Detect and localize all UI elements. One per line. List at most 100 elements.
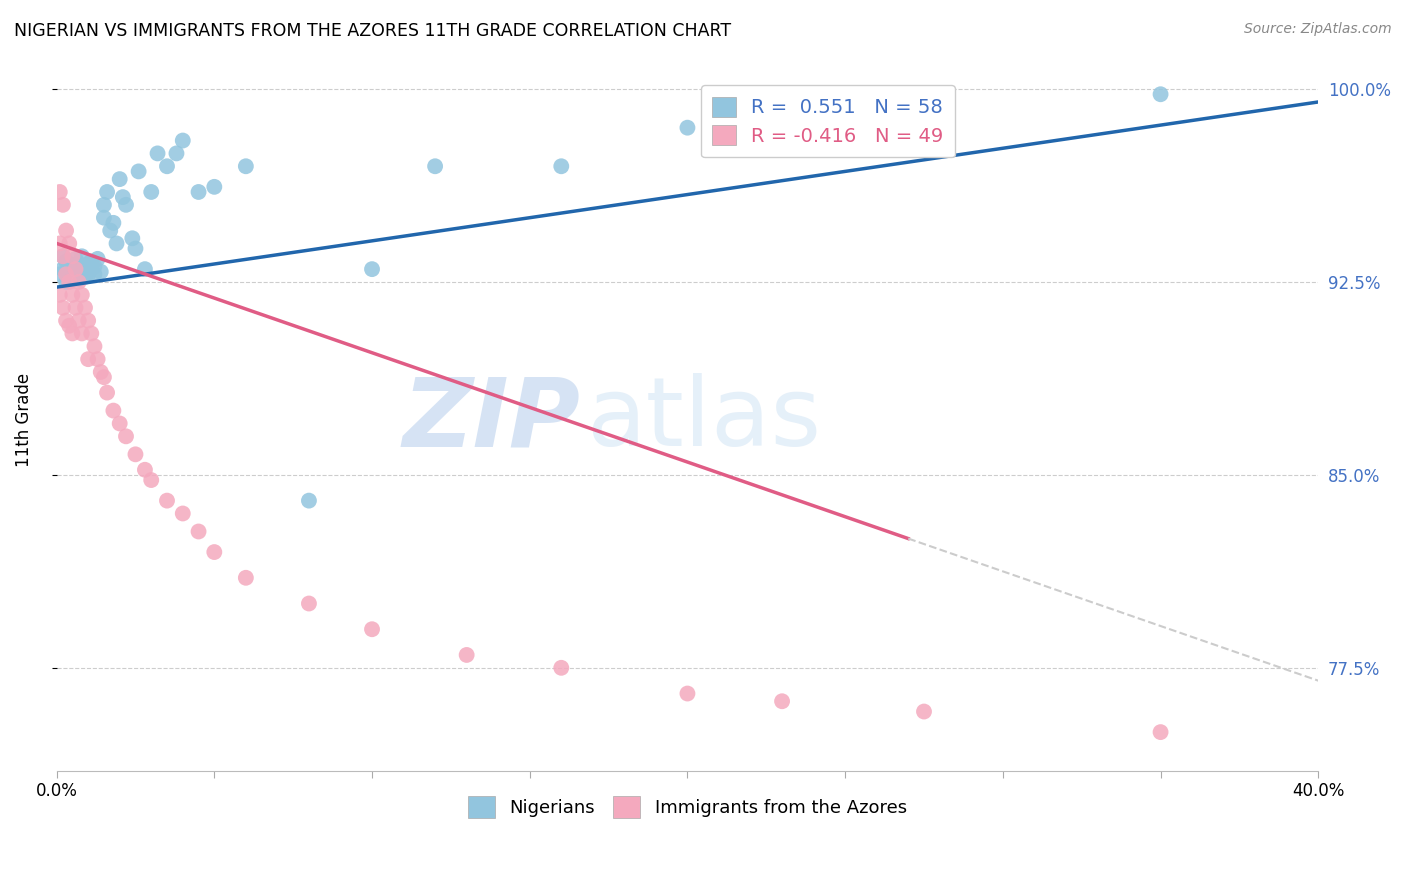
Point	[361, 262, 384, 277]
Point	[96, 185, 118, 199]
Point	[60, 269, 83, 284]
Point	[55, 313, 77, 327]
Point	[134, 262, 156, 277]
Point	[52, 249, 75, 263]
Point	[93, 370, 115, 384]
Point	[550, 159, 572, 173]
Point	[93, 198, 115, 212]
Point	[134, 463, 156, 477]
Point	[103, 403, 125, 417]
Point	[1149, 87, 1171, 102]
Point	[49, 267, 72, 281]
Point	[90, 265, 112, 279]
Point	[141, 473, 163, 487]
Point	[55, 254, 77, 268]
Legend: Nigerians, Immigrants from the Azores: Nigerians, Immigrants from the Azores	[461, 789, 914, 825]
Point	[52, 262, 75, 277]
Point	[77, 257, 100, 271]
Point	[187, 524, 209, 539]
Point	[49, 288, 72, 302]
Point	[80, 262, 103, 277]
Point	[80, 326, 103, 341]
Point	[83, 267, 105, 281]
Point	[93, 211, 115, 225]
Point	[67, 275, 90, 289]
Point	[55, 275, 77, 289]
Point	[83, 260, 105, 274]
Point	[90, 365, 112, 379]
Point	[73, 301, 96, 315]
Point	[58, 262, 80, 277]
Point	[86, 252, 108, 266]
Point	[52, 198, 75, 212]
Point	[65, 301, 87, 315]
Point	[58, 318, 80, 333]
Point	[676, 120, 699, 135]
Point	[456, 648, 478, 662]
Point	[77, 352, 100, 367]
Point	[98, 223, 121, 237]
Point	[202, 179, 225, 194]
Point	[105, 236, 128, 251]
Point	[124, 447, 146, 461]
Point	[65, 267, 87, 281]
Point	[146, 146, 169, 161]
Point	[58, 257, 80, 271]
Point	[187, 185, 209, 199]
Point	[55, 267, 77, 281]
Point	[52, 301, 75, 315]
Point	[77, 267, 100, 281]
Point	[65, 262, 87, 277]
Text: ZIP: ZIP	[402, 373, 581, 467]
Point	[83, 339, 105, 353]
Point	[86, 352, 108, 367]
Point	[676, 687, 699, 701]
Text: Source: ZipAtlas.com: Source: ZipAtlas.com	[1244, 22, 1392, 37]
Point	[65, 262, 87, 277]
Point	[111, 190, 134, 204]
Point	[52, 249, 75, 263]
Point	[60, 288, 83, 302]
Point	[60, 260, 83, 274]
Point	[103, 216, 125, 230]
Point	[115, 429, 138, 443]
Point	[121, 231, 143, 245]
Point	[60, 265, 83, 279]
Point	[128, 164, 150, 178]
Point	[298, 493, 321, 508]
Point	[70, 249, 93, 263]
Point	[202, 545, 225, 559]
Point	[235, 571, 257, 585]
Point	[172, 134, 194, 148]
Point	[58, 236, 80, 251]
Point	[298, 597, 321, 611]
Point	[108, 417, 131, 431]
Point	[156, 159, 179, 173]
Point	[60, 326, 83, 341]
Point	[73, 269, 96, 284]
Point	[80, 254, 103, 268]
Point	[70, 288, 93, 302]
Point	[49, 185, 72, 199]
Point	[770, 694, 793, 708]
Point	[172, 507, 194, 521]
Point	[156, 493, 179, 508]
Point	[141, 185, 163, 199]
Point	[96, 385, 118, 400]
Point	[166, 146, 188, 161]
Point	[67, 267, 90, 281]
Y-axis label: 11th Grade: 11th Grade	[15, 373, 32, 467]
Point	[423, 159, 446, 173]
Point	[912, 705, 935, 719]
Point	[235, 159, 257, 173]
Point	[115, 198, 138, 212]
Point	[60, 249, 83, 263]
Point	[77, 313, 100, 327]
Point	[49, 236, 72, 251]
Point	[67, 257, 90, 271]
Point	[108, 172, 131, 186]
Point	[70, 326, 93, 341]
Text: atlas: atlas	[586, 373, 821, 467]
Point	[67, 313, 90, 327]
Point	[70, 265, 93, 279]
